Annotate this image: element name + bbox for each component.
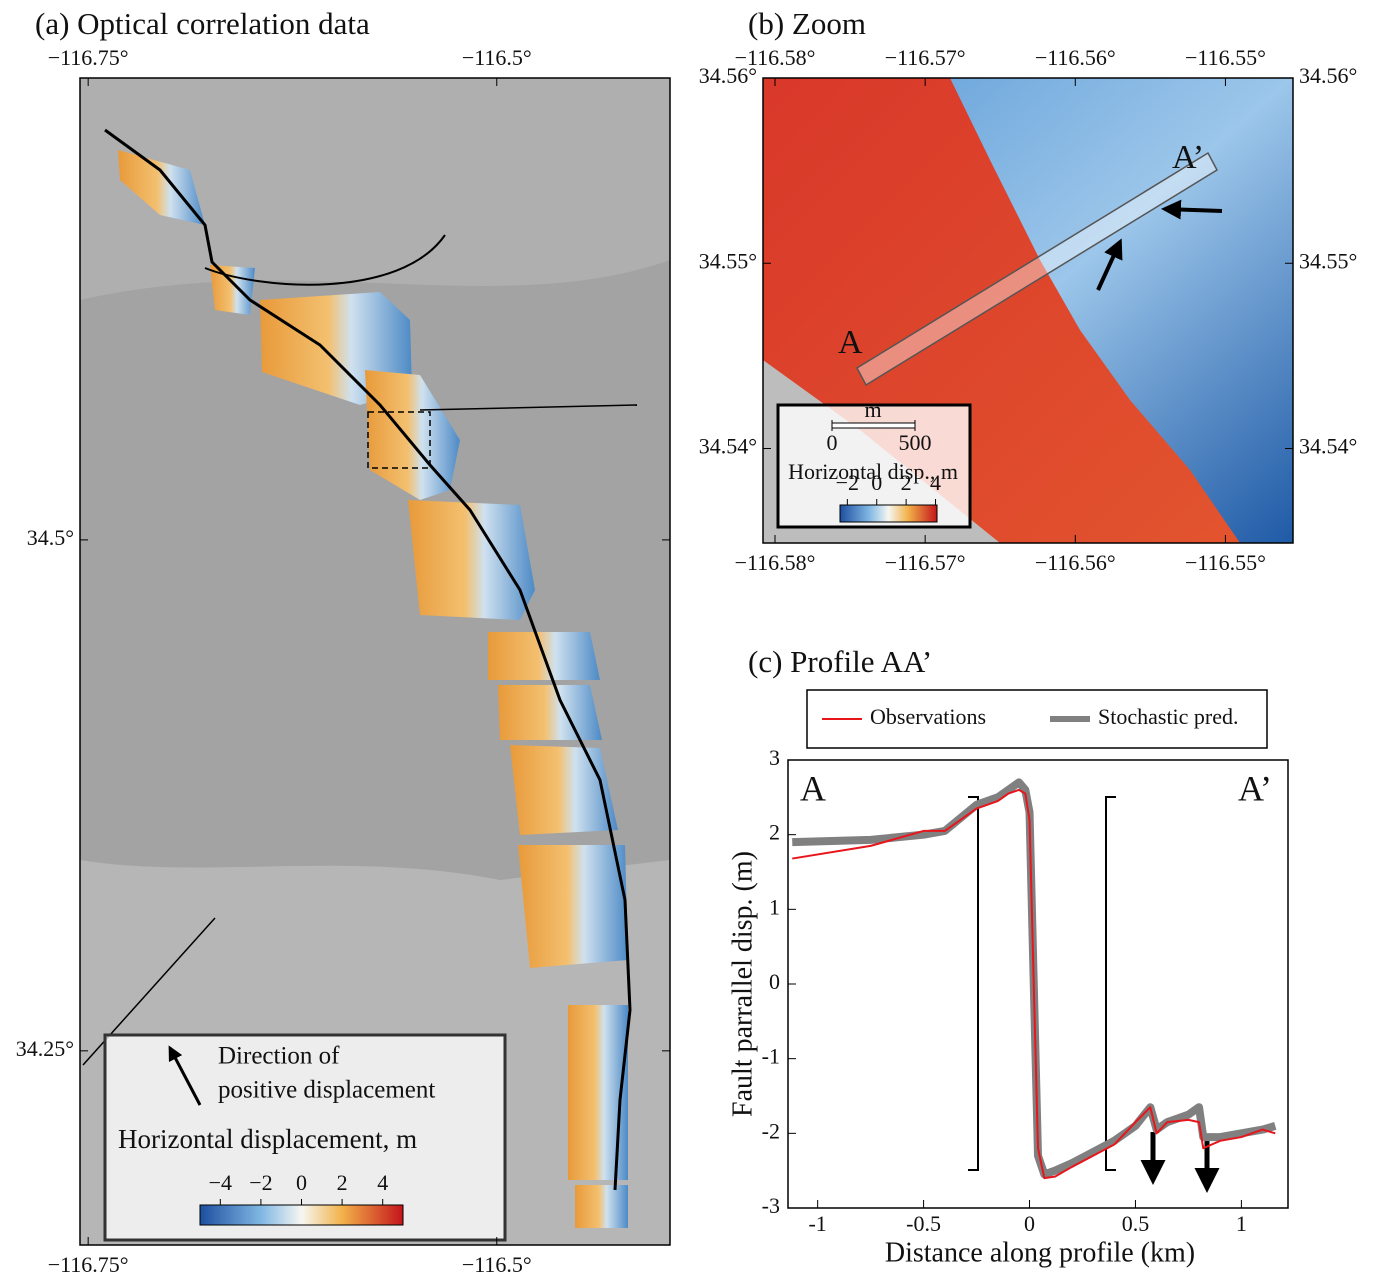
map-b-frame [762,77,1294,544]
scalebar-tick-label: 500 [899,430,932,455]
colorbar-tick-label: 0 [871,470,882,495]
x-tick-label: −116.57° [885,45,966,70]
legend [806,689,1268,749]
x-tick-label: −116.56° [1035,550,1116,575]
x-tick-label: −116.58° [735,45,816,70]
x-tick-label: 1 [1236,1211,1247,1236]
panel-title: (a) Optical correlation data [35,6,370,41]
annotation: A’ [1238,768,1272,808]
y-tick-label: 1 [769,894,780,919]
x-tick-label: −116.55° [1185,45,1266,70]
y-tick-label: 2 [769,820,780,845]
scalebar [831,422,916,429]
scalebar-tick-label: 0 [827,430,838,455]
colorbar-tick-label: 0 [296,1170,307,1195]
y-tick-label: 34.54° [699,434,757,459]
series-line [792,788,1276,1180]
colorbar-tick-label: 2 [901,470,912,495]
x-tick-label: -0.5 [906,1211,941,1236]
annotation: A [800,768,826,808]
colorbar-label: Horizontal displacement, m [118,1124,417,1154]
annotation: A’ [1172,139,1204,176]
colorbar-tick-label: −4 [209,1170,232,1195]
legend-label: Stochastic pred. [1098,704,1239,729]
y-tick-label: 34.54° [1299,434,1357,459]
scalebar-unit: m [864,397,881,422]
colorbar-tick-label: 4 [377,1170,388,1195]
y-tick-label: 34.5° [27,525,74,550]
map-a-imagery [80,78,670,1245]
annotation: positive displacement [218,1077,435,1104]
annotation: Direction of [218,1043,340,1070]
y-tick-label: 3 [769,745,780,770]
y-tick-label: -2 [762,1118,780,1143]
legend-label: Observations [870,704,986,729]
y-tick-label: 0 [769,969,780,994]
y-tick-label: 34.25° [16,1036,74,1061]
annotation: A [838,324,863,361]
x-tick-label: −116.58° [735,550,816,575]
colorbar-tick-label: 4 [930,470,941,495]
y-tick-label: 34.56° [1299,63,1357,88]
x-axis-label: Distance along profile (km) [885,1237,1195,1268]
series-line [792,778,1277,1179]
x-tick-label: −116.5° [462,1252,532,1277]
x-tick-label: −116.55° [1185,550,1266,575]
y-tick-label: -3 [762,1193,780,1218]
y-tick-label: -1 [762,1044,780,1069]
profile-markers [968,796,1220,1193]
colorbar [839,504,938,523]
colorbar [199,1204,404,1226]
map-a-frame [79,77,671,1246]
colorbar-label: Horizontal disp., m [788,459,958,484]
colorbar-tick-label: 2 [337,1170,348,1195]
x-tick-label: -1 [808,1211,826,1236]
y-axis-label: Fault parrallel disp. (m) [727,851,758,1117]
y-tick-label: 34.55° [1299,248,1357,273]
x-tick-label: −116.75° [48,45,129,70]
colorbar-tick-label: −2 [836,470,859,495]
x-tick-label: 0.5 [1122,1211,1150,1236]
y-tick-label: 34.56° [699,63,757,88]
x-tick-label: −116.5° [462,45,532,70]
x-tick-label: −116.57° [885,550,966,575]
y-tick-label: 34.55° [699,248,757,273]
panel-title: (c) Profile AA’ [748,644,932,679]
x-tick-label: −116.75° [48,1252,129,1277]
x-tick-label: 0 [1024,1211,1035,1236]
x-tick-label: −116.56° [1035,45,1116,70]
colorbar-tick-label: −2 [249,1170,272,1195]
panel-title: (b) Zoom [748,6,866,41]
